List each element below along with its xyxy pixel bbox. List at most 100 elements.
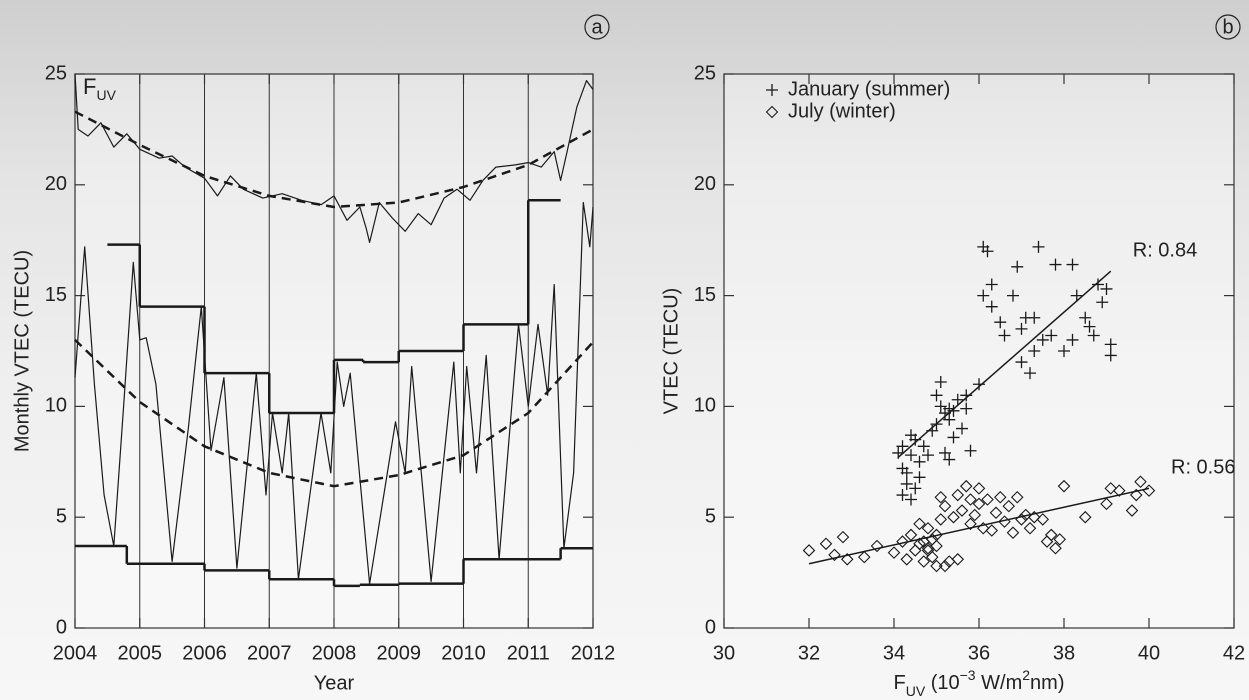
marker-plus <box>951 393 964 406</box>
data-line <box>74 201 594 585</box>
marker-plus <box>905 493 917 506</box>
marker-plus <box>930 389 943 402</box>
x-axis-label-part: F <box>893 672 905 694</box>
x-axis-label-part: nm) <box>1030 672 1064 694</box>
marker-diamond <box>1104 482 1118 495</box>
plot-area <box>723 73 1235 629</box>
marker-diamond <box>938 559 952 573</box>
x-axis-label-part: (10 <box>925 672 959 694</box>
panel-label-circle <box>584 14 610 40</box>
x-tick-label: 32 <box>798 642 820 664</box>
panel-label: a <box>591 16 603 38</box>
marker-plus <box>1079 311 1092 324</box>
data-line <box>74 338 594 488</box>
y-tick-label: 25 <box>694 62 716 84</box>
y-tick-label: 20 <box>45 173 67 195</box>
marker-plus <box>1066 333 1079 346</box>
marker-diamond <box>934 513 948 526</box>
marker-diamond <box>1044 528 1058 542</box>
x-tick-label: 38 <box>1053 642 1075 664</box>
marker-diamond <box>1049 541 1062 555</box>
x-tick-label: 2007 <box>247 642 292 664</box>
marker-plus <box>1007 289 1019 302</box>
marker-diamond <box>828 548 841 562</box>
marker-plus <box>922 449 934 462</box>
marker-plus <box>943 413 956 426</box>
annotation: FUV <box>83 74 117 103</box>
x-tick-label: 2005 <box>118 642 163 664</box>
y-tick-label: 10 <box>45 395 67 417</box>
regression-line <box>808 487 1150 565</box>
marker-plus <box>896 440 909 453</box>
x-tick-label: 2008 <box>312 642 357 664</box>
marker-plus <box>964 444 977 457</box>
y-axis-label: VTEC (TECU) <box>660 288 682 415</box>
x-tick-label: 40 <box>1138 642 1160 664</box>
marker-plus <box>934 400 947 413</box>
marker-plus <box>947 404 960 417</box>
marker-diamond <box>938 499 952 513</box>
marker-plus <box>1058 345 1070 357</box>
marker-plus <box>1024 367 1036 380</box>
marker-plus <box>1104 349 1117 362</box>
x-axis-label-part: −3 <box>960 667 976 683</box>
marker-diamond <box>1134 475 1147 489</box>
x-tick-label: 30 <box>713 642 735 664</box>
marker-plus <box>1015 322 1028 335</box>
marker-diamond <box>989 506 1003 520</box>
y-tick-label: 0 <box>705 616 716 638</box>
marker-plus <box>900 466 913 479</box>
marker-plus <box>1011 260 1024 273</box>
marker-diamond <box>1125 504 1139 517</box>
y-tick-label: 5 <box>705 505 716 527</box>
x-axis-label-part: UV <box>906 683 926 699</box>
x-tick-label: 2010 <box>441 642 486 664</box>
y-tick-label: 20 <box>694 173 716 195</box>
marker-plus <box>896 489 909 502</box>
marker-plus <box>981 245 994 258</box>
marker-diamond <box>930 528 943 542</box>
marker-diamond <box>925 550 939 564</box>
y-tick-label: 25 <box>45 62 67 84</box>
x-axis-label-part: 2 <box>1022 667 1030 683</box>
panel-label: b <box>1222 16 1233 38</box>
marker-diamond <box>896 535 909 548</box>
legend-label: January (summer) <box>788 78 950 100</box>
marker-diamond <box>947 510 960 524</box>
marker-diamond <box>930 559 943 573</box>
marker-diamond <box>1010 490 1024 504</box>
marker-diamond <box>900 553 914 566</box>
marker-diamond <box>1078 510 1092 524</box>
y-tick-label: 15 <box>694 284 716 306</box>
marker-plus <box>900 477 913 490</box>
marker-plus <box>943 453 956 466</box>
marker-plus <box>956 422 968 435</box>
marker-plus <box>905 449 917 462</box>
x-axis-label: FUV (10−3 W/m2nm) <box>893 667 1064 699</box>
marker-plus <box>934 376 947 389</box>
x-tick-label: 34 <box>883 642 905 664</box>
marker-plus <box>985 300 998 313</box>
marker-diamond <box>819 537 833 551</box>
marker-plus <box>994 316 1007 329</box>
marker-diamond <box>951 553 965 566</box>
marker-plus <box>1028 345 1041 357</box>
correlation-label: R: 0.56 <box>1171 457 1235 479</box>
marker-diamond <box>913 537 926 551</box>
x-axis-label: Year <box>314 672 355 694</box>
data-line <box>74 110 594 209</box>
marker-plus <box>1100 282 1113 295</box>
marker-diamond <box>993 490 1007 504</box>
x-tick-label: 2004 <box>53 642 98 664</box>
y-tick-label: 10 <box>694 395 716 417</box>
marker-diamond <box>1019 508 1033 522</box>
marker-plus <box>977 289 990 302</box>
marker-plus <box>1083 320 1096 333</box>
marker-diamond <box>857 550 871 564</box>
x-tick-label: 42 <box>1223 642 1245 664</box>
legend-label: July (winter) <box>788 100 896 122</box>
marker-diamond <box>1002 499 1016 513</box>
marker-plus <box>939 446 951 459</box>
marker-diamond <box>840 553 854 566</box>
